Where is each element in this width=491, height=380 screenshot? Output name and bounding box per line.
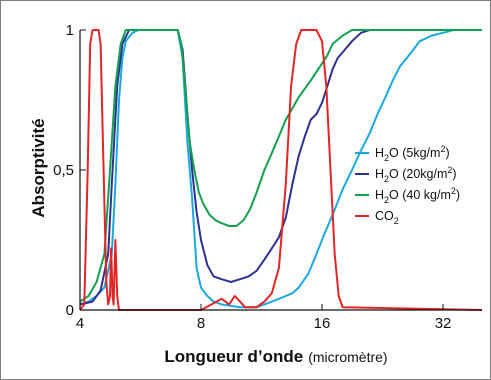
series-line-2 [79, 29, 482, 303]
y-tick-label: 0 [66, 302, 74, 319]
x-tick-label: 32 [435, 315, 452, 332]
x-tick-label: 16 [314, 315, 331, 332]
y-tick-label: 0,5 [53, 162, 74, 179]
legend-label-3: CO2 [375, 209, 399, 226]
series-line-3 [79, 29, 483, 311]
x-axis-title: Longueur d’onde (micromètre) [164, 347, 387, 366]
series-layer [79, 29, 483, 311]
series-line-0 [79, 29, 482, 309]
legend-label-1: H2O (20kg/m2) [375, 165, 457, 184]
axes-layer: 4 8 16 32 0 0,5 1 [53, 22, 482, 332]
y-tick-label: 1 [66, 22, 74, 39]
legend: H2O (5kg/m2) H2O (20kg/m2) H2O (40 kg/m2) C… [355, 144, 460, 226]
y-axis-title: Absorptivité [29, 118, 48, 217]
x-tick-label: 8 [197, 315, 205, 332]
plot-area [80, 30, 482, 310]
legend-label-2: H2O (40 kg/m2) [375, 186, 460, 205]
x-tick-label: 4 [76, 315, 84, 332]
legend-label-0: H2O (5kg/m2) [375, 144, 450, 163]
series-line-1 [79, 29, 482, 306]
plot-background [80, 30, 482, 310]
